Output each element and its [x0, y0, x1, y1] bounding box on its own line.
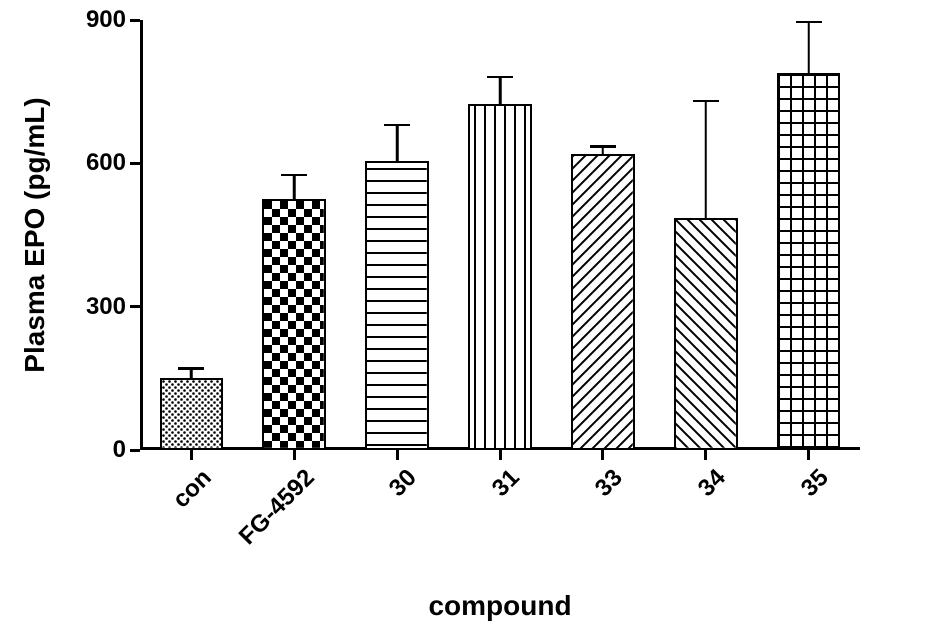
error-cap: [281, 174, 307, 177]
y-axis-title: Plasma EPO (pg/mL): [19, 97, 51, 372]
x-tick-label: 31: [487, 464, 526, 503]
bar-chart: Plasma EPO (pg/mL) compound 0300600900co…: [0, 0, 933, 638]
error-bar: [602, 147, 605, 154]
y-tick-label: 300: [86, 293, 126, 321]
plot-area: 0300600900conFG-45923031333435: [140, 20, 860, 450]
x-axis-title: compound: [428, 590, 571, 622]
error-bar: [807, 22, 810, 72]
error-bar: [704, 101, 707, 218]
y-tick: [130, 19, 140, 22]
error-cap: [590, 145, 616, 148]
bar: [468, 104, 532, 450]
x-tick-label: 30: [384, 464, 423, 503]
y-tick: [130, 449, 140, 452]
y-tick-label: 600: [86, 149, 126, 177]
x-tick: [807, 450, 810, 460]
bar: [365, 161, 429, 450]
bar: [674, 218, 738, 450]
y-tick: [130, 305, 140, 308]
error-cap: [796, 21, 822, 24]
x-tick-label: 33: [590, 464, 629, 503]
x-tick: [499, 450, 502, 460]
x-tick: [190, 450, 193, 460]
x-tick-label: 35: [796, 464, 835, 503]
error-bar: [190, 369, 193, 379]
x-tick-label: con: [167, 464, 217, 514]
bar: [571, 154, 635, 450]
y-axis: [140, 20, 143, 450]
error-bar: [396, 125, 399, 161]
y-tick: [130, 162, 140, 165]
bar: [262, 199, 326, 450]
x-tick: [293, 450, 296, 460]
bar: [160, 378, 224, 450]
x-tick: [704, 450, 707, 460]
y-tick-label: 0: [113, 436, 126, 464]
bar: [777, 73, 841, 450]
error-bar: [499, 77, 502, 103]
error-cap: [487, 76, 513, 79]
x-tick-label: 34: [693, 464, 732, 503]
x-tick: [396, 450, 399, 460]
y-tick-label: 900: [86, 6, 126, 34]
x-tick-label: FG-4592: [233, 464, 320, 551]
x-tick: [601, 450, 604, 460]
error-cap: [693, 100, 719, 103]
error-cap: [384, 124, 410, 127]
error-cap: [178, 367, 204, 370]
error-bar: [293, 175, 296, 199]
